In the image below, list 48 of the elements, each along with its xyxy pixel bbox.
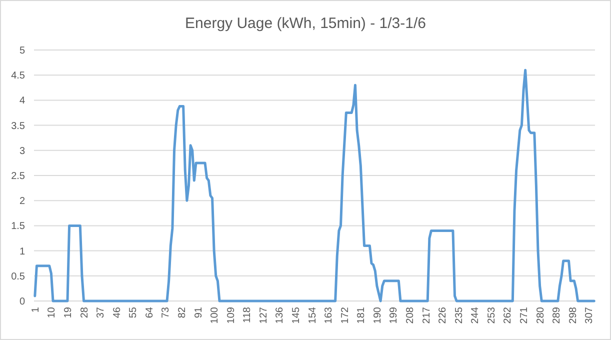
y-tick-label: 5: [19, 46, 26, 56]
y-tick-label: 3.5: [11, 120, 26, 132]
line-series: [34, 68, 596, 302]
x-tick-label: 190: [372, 306, 384, 324]
y-tick-label: 2: [19, 196, 26, 208]
x-tick-label: 208: [405, 306, 416, 324]
x-tick-label: 262: [502, 306, 514, 324]
x-tick-label: 163: [324, 306, 335, 324]
y-tick-label: 0: [19, 296, 26, 308]
x-tick-label: 271: [519, 306, 530, 324]
x-tick-label: 82: [176, 306, 188, 318]
x-tick-label: 46: [112, 306, 123, 318]
x-tick-label: 10: [46, 306, 58, 318]
y-tick-label: 0.5: [11, 271, 26, 282]
x-tick-label: 298: [568, 306, 579, 324]
y-tick-label: 2.5: [11, 171, 26, 182]
x-tick-label: 19: [62, 306, 74, 318]
y-tick-label: 4.5: [11, 70, 26, 82]
x-tick-label: 199: [388, 306, 400, 324]
y-tick-label: 1: [19, 246, 26, 258]
x-tick-label: 1: [30, 306, 42, 313]
y-tick-label: 1.5: [11, 221, 26, 232]
x-tick-label: 145: [291, 306, 302, 324]
x-tick-label: 289: [552, 306, 563, 324]
x-tick-label: 127: [258, 306, 270, 324]
x-tick-label: 136: [274, 306, 286, 324]
x-tick-label: 55: [128, 306, 140, 318]
x-tick-label: 100: [210, 306, 221, 324]
x-tick-label: 73: [160, 306, 172, 318]
x-tick-label: 280: [535, 306, 546, 324]
x-tick-label: 172: [340, 306, 351, 324]
x-tick-label: 91: [193, 306, 204, 318]
x-tick-label: 118: [242, 306, 254, 323]
y-tick-label: 4: [19, 96, 26, 107]
x-tick-label: 154: [307, 306, 318, 324]
y-tick-label: 3: [19, 146, 26, 157]
x-tick-label: 37: [96, 306, 107, 318]
x-tick-label: 28: [79, 306, 90, 318]
chart-title: Energy Uage (kWh, 15min) - 1/3-1/6: [185, 15, 426, 32]
x-tick-label: 181: [356, 306, 368, 324]
x-tick-label: 64: [144, 306, 156, 318]
x-tick-label: 226: [438, 306, 449, 324]
x-tick-label: 109: [226, 306, 237, 324]
x-tick-label: 235: [454, 306, 465, 324]
x-tick-label: 217: [421, 306, 432, 324]
x-tick-label: 253: [486, 306, 498, 324]
x-tick-label: 244: [470, 306, 482, 324]
x-tick-label: 307: [584, 306, 596, 324]
